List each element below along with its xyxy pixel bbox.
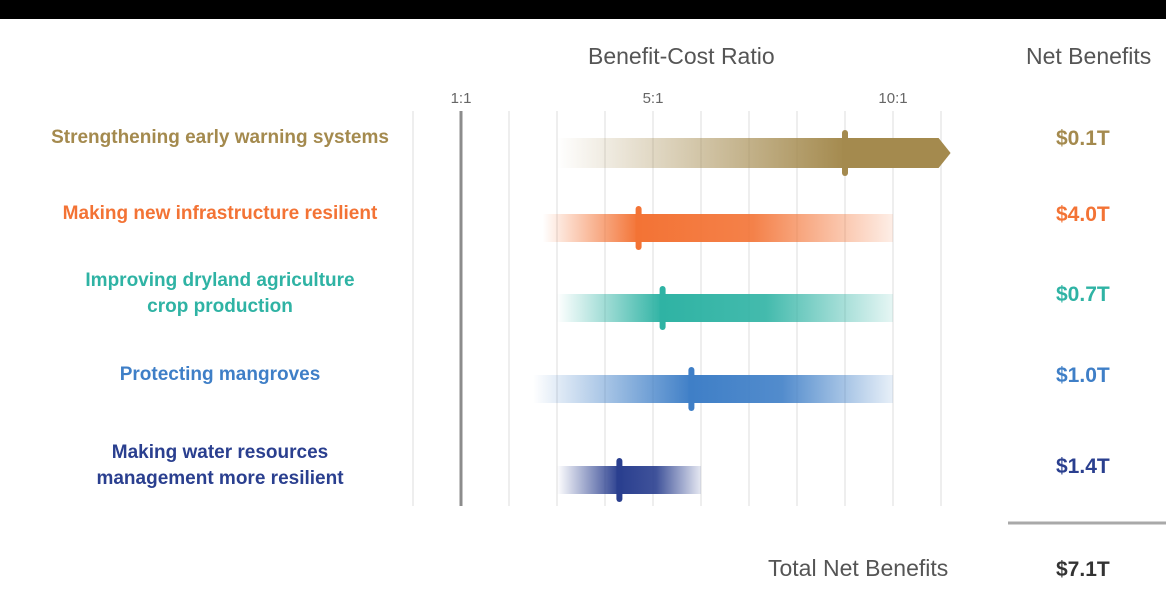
- range-bar-4: [557, 466, 701, 494]
- range-bar-1: [542, 214, 893, 242]
- net-benefit-2: $0.7T: [1056, 283, 1110, 306]
- net-benefit-0: $0.1T: [1056, 127, 1110, 150]
- net-benefit-4: $1.4T: [1056, 455, 1110, 478]
- total-net-benefits-value: $7.1T: [1056, 558, 1110, 581]
- net-benefits-title: Net Benefits: [1026, 43, 1152, 69]
- range-bar-2: [557, 294, 893, 322]
- chart-plot: 1:1 5:1 10:1: [412, 90, 1166, 525]
- point-marker-0: [842, 130, 848, 176]
- total-net-benefits-label: Total Net Benefits: [768, 555, 949, 581]
- tick-label: 1:1: [451, 90, 472, 107]
- category-label-3: Protecting mangroves: [119, 364, 321, 385]
- category-label-2: Improving dryland agriculture crop produ…: [85, 270, 355, 317]
- category-label-1: Making new infrastructure resilient: [62, 203, 378, 224]
- net-benefit-3: $1.0T: [1056, 364, 1110, 387]
- net-benefit-1: $4.0T: [1056, 203, 1110, 226]
- point-marker-3: [688, 367, 695, 411]
- tick-label: 10:1: [878, 90, 907, 107]
- category-label-0: Strengthening early warning systems: [51, 127, 389, 148]
- point-marker-4: [616, 458, 623, 502]
- point-marker-2: [659, 286, 666, 330]
- range-bar-0: [557, 138, 951, 168]
- point-marker-1: [635, 206, 642, 250]
- chart-panel: Benefit-Cost Ratio Net Benefits 1:1 5:1 10…: [0, 19, 1166, 600]
- tick-label: 5:1: [643, 90, 664, 107]
- chart-title: Benefit-Cost Ratio: [588, 43, 775, 69]
- category-label-4: Making water resources management more r…: [96, 442, 344, 489]
- range-bar-3: [533, 375, 893, 403]
